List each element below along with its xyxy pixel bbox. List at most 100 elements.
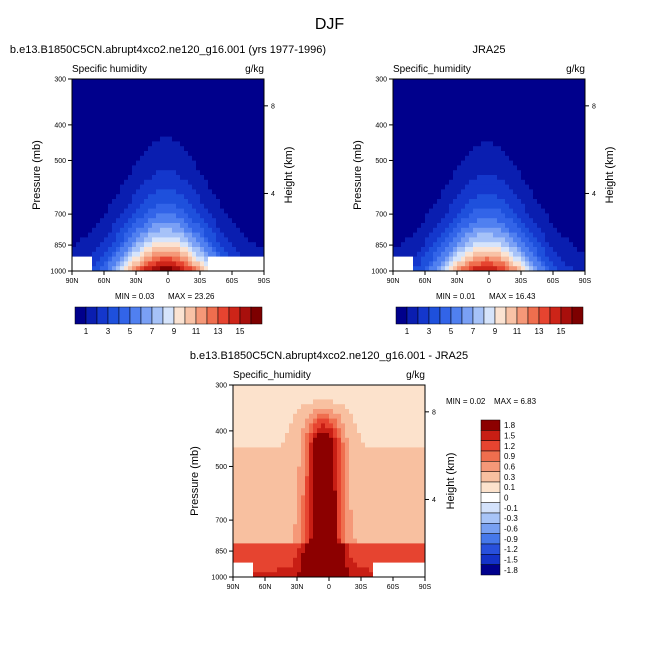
field-cell (232, 203, 237, 210)
field-cell (293, 428, 298, 434)
field-cell (517, 88, 522, 94)
field-cell (553, 194, 558, 200)
field-cell (469, 122, 474, 128)
colorbar-box (118, 306, 131, 325)
field-cell (573, 247, 578, 253)
field-cell (108, 127, 113, 133)
field-cell (309, 533, 314, 540)
field-cell (445, 227, 450, 234)
field-cell (329, 394, 334, 400)
field-cell (156, 256, 161, 262)
field-cell (172, 213, 177, 219)
field-cell (80, 266, 85, 272)
field-cell (409, 223, 414, 229)
field-cell (313, 485, 318, 492)
field-cell (289, 466, 294, 472)
field-cell (80, 247, 85, 253)
field-cell (84, 261, 89, 267)
field-cell (437, 117, 442, 123)
field-cell (241, 418, 246, 424)
field-cell (577, 151, 582, 157)
field-cell (281, 442, 286, 448)
field-cell (196, 107, 201, 114)
field-cell (168, 151, 173, 157)
field-cell (285, 572, 290, 578)
field-cell (493, 218, 498, 224)
field-cell (176, 151, 181, 157)
field-cell (557, 184, 562, 190)
field-cell (305, 567, 310, 573)
field-cell (273, 404, 278, 410)
field-cell (417, 256, 422, 262)
field-cell (248, 242, 253, 248)
field-cell (132, 160, 137, 166)
field-cell (497, 146, 502, 152)
field-cell (289, 500, 294, 506)
field-cell (216, 98, 221, 104)
field-cell (505, 117, 510, 123)
field-cell (269, 452, 274, 458)
field-cell (192, 213, 197, 219)
field-cell (253, 413, 258, 420)
field-cell (561, 194, 566, 200)
field-cell (232, 117, 237, 123)
field-cell (240, 127, 245, 133)
field-cell (192, 146, 197, 152)
field-cell (192, 83, 197, 90)
field-cell (581, 170, 586, 176)
field-cell (401, 155, 406, 162)
field-cell (325, 433, 330, 439)
field-cell (497, 79, 502, 85)
field-cell (325, 485, 330, 492)
field-cell (413, 131, 418, 138)
field-cell (184, 251, 189, 258)
field-cell (104, 88, 109, 94)
field-cell (260, 131, 265, 138)
field-cell (176, 146, 181, 152)
field-cell (397, 184, 402, 190)
field-cell (176, 131, 181, 138)
field-cell (557, 93, 562, 99)
field-cell (244, 189, 249, 195)
field-cell (557, 170, 562, 176)
field-cell (273, 505, 278, 511)
field-cell (545, 103, 550, 109)
field-cell (473, 83, 478, 90)
field-cell (196, 179, 201, 186)
field-cell (88, 98, 93, 104)
field-cell (569, 227, 574, 234)
field-cell (184, 170, 189, 176)
field-cell (184, 232, 189, 238)
field-cell (405, 194, 410, 200)
panel-model-title: b.e13.B1850C5CN.abrupt4xco2.ne120_g16.00… (10, 44, 326, 56)
field-cell (192, 98, 197, 104)
field-cell (249, 505, 254, 511)
field-cell (116, 107, 121, 114)
field-cell (144, 227, 149, 234)
field-cell (252, 242, 257, 248)
field-cell (148, 122, 153, 128)
field-cell (108, 203, 113, 210)
field-cell (317, 557, 322, 564)
field-cell (265, 481, 270, 487)
field-cell (473, 141, 478, 147)
field-cell (84, 136, 89, 142)
field-cell (108, 208, 113, 214)
field-cell (477, 189, 482, 195)
field-cell (433, 141, 438, 147)
field-cell (265, 524, 270, 530)
field-cell (96, 213, 101, 219)
field-cell (497, 223, 502, 229)
field-cell (212, 223, 217, 229)
field-cell (160, 251, 165, 258)
field-cell (397, 208, 402, 214)
field-cell (72, 146, 77, 152)
field-cell (257, 433, 262, 439)
field-cell (277, 423, 282, 429)
field-cell (477, 232, 482, 238)
field-cell (72, 261, 77, 267)
field-cell (128, 266, 133, 272)
field-cell (269, 423, 274, 429)
field-cell (188, 242, 193, 248)
field-cell (409, 237, 414, 243)
